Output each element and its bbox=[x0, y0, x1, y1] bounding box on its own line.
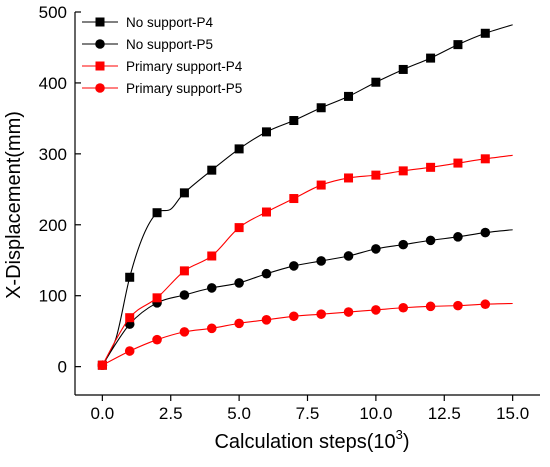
series-4 bbox=[97, 299, 513, 371]
data-point-marker bbox=[371, 244, 381, 254]
data-point-marker bbox=[289, 194, 299, 204]
data-point-marker bbox=[371, 77, 381, 87]
legend-marker bbox=[95, 83, 105, 93]
data-point-marker bbox=[179, 327, 190, 337]
data-point-marker bbox=[261, 315, 272, 325]
x-tick-label: 12.5 bbox=[428, 404, 461, 423]
data-point-marker bbox=[426, 53, 436, 63]
data-point-marker bbox=[480, 299, 491, 310]
legend-label: No support-P5 bbox=[126, 37, 213, 52]
data-point-marker bbox=[344, 91, 354, 101]
data-point-marker bbox=[289, 116, 299, 126]
y-tick-label: 400 bbox=[39, 74, 67, 93]
data-point-marker bbox=[207, 251, 217, 261]
data-point-marker bbox=[426, 162, 436, 172]
series-line bbox=[101, 154, 513, 366]
series-layer bbox=[97, 24, 513, 371]
data-point-marker bbox=[179, 290, 190, 300]
x-axis-label-end: ) bbox=[403, 431, 410, 453]
data-point-marker bbox=[97, 360, 108, 371]
data-point-marker bbox=[234, 144, 244, 154]
data-point-marker bbox=[207, 165, 217, 175]
data-point-marker bbox=[261, 127, 271, 137]
data-point-marker bbox=[344, 173, 354, 183]
y-tick-label: 200 bbox=[39, 216, 67, 235]
y-axis-ticks: 0 100 200 300 400 500 bbox=[39, 3, 81, 377]
y-axis-label: X-Displacement(mm) bbox=[3, 111, 25, 299]
x-tick-label: 7.5 bbox=[296, 404, 320, 423]
data-point-marker bbox=[261, 207, 271, 217]
data-point-marker bbox=[206, 323, 217, 334]
data-point-marker bbox=[371, 170, 381, 180]
data-point-marker bbox=[453, 232, 463, 242]
legend-label: No support-P4 bbox=[126, 15, 214, 30]
data-point-marker bbox=[316, 256, 326, 266]
x-axis-label-superscript: 3 bbox=[396, 427, 403, 442]
x-axis-label: Calculation steps(103) bbox=[214, 427, 409, 453]
data-point-marker bbox=[398, 302, 409, 313]
data-point-marker bbox=[316, 309, 326, 319]
data-point-marker bbox=[480, 28, 490, 38]
data-point-marker bbox=[179, 188, 189, 198]
data-point-marker bbox=[289, 311, 299, 322]
x-tick-label: 10.0 bbox=[359, 404, 392, 423]
data-point-marker bbox=[480, 227, 491, 238]
data-point-marker bbox=[152, 334, 162, 345]
y-tick-label: 100 bbox=[39, 287, 67, 306]
data-point-marker bbox=[453, 40, 463, 50]
legend-item: Primary support-P5 bbox=[82, 81, 242, 96]
series-3 bbox=[97, 154, 513, 370]
legend-label: Primary support-P4 bbox=[126, 59, 243, 74]
y-tick-label: 500 bbox=[39, 3, 67, 22]
data-point-marker bbox=[234, 278, 244, 288]
data-point-marker bbox=[125, 272, 135, 282]
data-point-marker bbox=[453, 158, 463, 168]
data-point-marker bbox=[343, 307, 354, 317]
series-line bbox=[101, 24, 513, 366]
data-point-marker bbox=[289, 261, 299, 271]
series-line bbox=[101, 229, 513, 366]
data-point-marker bbox=[316, 180, 326, 190]
x-tick-label: 0.0 bbox=[91, 404, 115, 423]
data-point-marker bbox=[316, 103, 326, 113]
data-point-marker bbox=[425, 235, 436, 246]
legend-item: No support-P5 bbox=[82, 37, 213, 52]
data-point-marker bbox=[480, 154, 490, 164]
data-point-marker bbox=[398, 239, 409, 250]
data-point-marker bbox=[425, 301, 436, 312]
data-point-marker bbox=[125, 313, 135, 323]
legend-label: Primary support-P5 bbox=[126, 81, 242, 96]
legend: No support-P4 No support-P5 Primary suppor… bbox=[82, 15, 243, 96]
data-point-marker bbox=[453, 300, 463, 311]
x-axis-label-text: Calculation steps(10 bbox=[214, 431, 395, 453]
legend-marker bbox=[95, 17, 105, 27]
x-tick-label: 5.0 bbox=[227, 404, 251, 423]
data-point-marker bbox=[234, 223, 244, 233]
data-point-marker bbox=[152, 208, 162, 218]
legend-marker bbox=[95, 39, 105, 49]
x-axis-ticks: 0.0 2.5 5.0 7.5 10.0 12.5 15.0 bbox=[91, 395, 529, 423]
data-point-marker bbox=[371, 305, 381, 315]
legend-item: Primary support-P4 bbox=[82, 59, 243, 74]
x-tick-label: 15.0 bbox=[496, 404, 529, 423]
y-tick-label: 300 bbox=[39, 145, 67, 164]
data-point-marker bbox=[206, 283, 217, 293]
legend-item: No support-P4 bbox=[82, 15, 214, 30]
y-tick-label: 0 bbox=[58, 358, 67, 377]
data-point-marker bbox=[398, 166, 408, 176]
x-tick-label: 2.5 bbox=[159, 404, 183, 423]
data-point-marker bbox=[261, 268, 272, 279]
data-point-marker bbox=[152, 293, 162, 303]
data-point-marker bbox=[234, 318, 244, 329]
data-point-marker bbox=[343, 251, 354, 261]
legend-marker bbox=[95, 61, 105, 71]
series-line bbox=[102, 302, 513, 366]
data-point-marker bbox=[398, 64, 408, 74]
series-1 bbox=[97, 24, 513, 370]
data-point-marker bbox=[179, 266, 189, 276]
data-point-marker bbox=[124, 346, 135, 356]
